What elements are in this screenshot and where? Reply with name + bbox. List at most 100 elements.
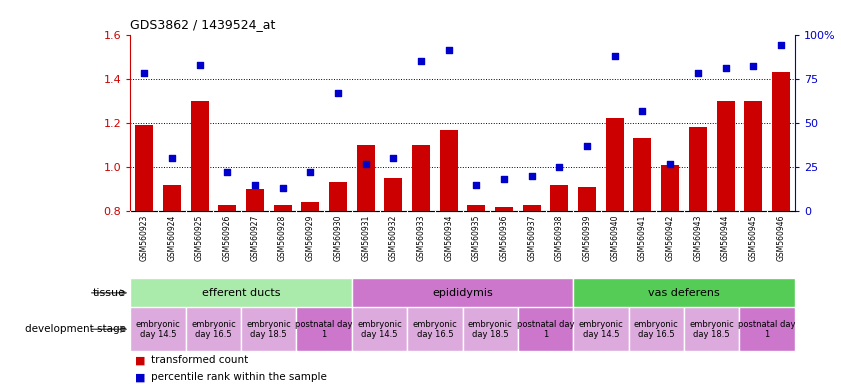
Text: tissue: tissue xyxy=(93,288,126,298)
Point xyxy=(469,182,483,188)
Text: GSM560927: GSM560927 xyxy=(251,215,259,261)
Point xyxy=(719,65,733,71)
Text: percentile rank within the sample: percentile rank within the sample xyxy=(151,372,327,382)
Text: embryonic
day 14.5: embryonic day 14.5 xyxy=(357,319,402,339)
Bar xyxy=(135,125,153,211)
Text: GSM560946: GSM560946 xyxy=(776,215,785,261)
Bar xyxy=(352,278,574,307)
Bar xyxy=(241,307,296,351)
Bar xyxy=(468,205,485,211)
Bar xyxy=(440,129,458,211)
Point xyxy=(359,161,373,167)
Text: ■: ■ xyxy=(135,355,145,365)
Text: GSM560943: GSM560943 xyxy=(693,215,702,261)
Bar xyxy=(273,205,292,211)
Bar xyxy=(523,205,541,211)
Bar xyxy=(246,189,264,211)
Text: embryonic
day 18.5: embryonic day 18.5 xyxy=(246,319,291,339)
Bar xyxy=(163,185,181,211)
Text: GSM560945: GSM560945 xyxy=(748,215,758,261)
Text: embryonic
day 18.5: embryonic day 18.5 xyxy=(468,319,513,339)
Text: GSM560937: GSM560937 xyxy=(527,215,537,261)
Point xyxy=(553,164,566,170)
Point xyxy=(442,47,456,53)
Bar xyxy=(301,202,320,211)
Point xyxy=(387,155,400,161)
Point xyxy=(304,169,317,175)
Point xyxy=(525,173,538,179)
Point xyxy=(165,155,178,161)
Bar xyxy=(296,307,352,351)
Bar xyxy=(186,307,241,351)
Text: embryonic
day 14.5: embryonic day 14.5 xyxy=(135,319,181,339)
Bar xyxy=(463,307,518,351)
Point xyxy=(193,61,206,68)
Text: embryonic
day 16.5: embryonic day 16.5 xyxy=(634,319,679,339)
Bar xyxy=(661,165,680,211)
Text: GSM560931: GSM560931 xyxy=(361,215,370,261)
Bar xyxy=(191,101,209,211)
Text: GSM560923: GSM560923 xyxy=(140,215,149,261)
Bar xyxy=(357,145,374,211)
Text: GSM560936: GSM560936 xyxy=(500,215,509,261)
Text: postnatal day
1: postnatal day 1 xyxy=(295,319,353,339)
Text: GSM560940: GSM560940 xyxy=(611,215,619,261)
Text: postnatal day
1: postnatal day 1 xyxy=(738,319,796,339)
Text: GSM560932: GSM560932 xyxy=(389,215,398,261)
Bar xyxy=(684,307,739,351)
Bar xyxy=(130,307,186,351)
Point xyxy=(747,63,760,70)
Text: embryonic
day 16.5: embryonic day 16.5 xyxy=(191,319,235,339)
Bar xyxy=(130,278,352,307)
Point xyxy=(497,176,510,182)
Point xyxy=(137,70,151,76)
Bar xyxy=(606,119,624,211)
Text: GSM560941: GSM560941 xyxy=(638,215,647,261)
Point xyxy=(636,108,649,114)
Bar xyxy=(574,307,628,351)
Text: vas deferens: vas deferens xyxy=(648,288,720,298)
Point xyxy=(608,53,621,59)
Text: GSM560930: GSM560930 xyxy=(334,215,342,261)
Text: GSM560924: GSM560924 xyxy=(167,215,177,261)
Text: GSM560942: GSM560942 xyxy=(666,215,674,261)
Text: GSM560934: GSM560934 xyxy=(444,215,453,261)
Bar xyxy=(495,207,513,211)
Text: efferent ducts: efferent ducts xyxy=(202,288,280,298)
Bar xyxy=(628,307,684,351)
Text: GSM560929: GSM560929 xyxy=(306,215,315,261)
Bar xyxy=(407,307,463,351)
Bar xyxy=(219,205,236,211)
Text: ■: ■ xyxy=(135,372,145,382)
Bar xyxy=(578,187,596,211)
Bar xyxy=(551,185,569,211)
Bar xyxy=(739,307,795,351)
Bar xyxy=(574,278,795,307)
Point xyxy=(580,143,594,149)
Text: postnatal day
1: postnatal day 1 xyxy=(517,319,574,339)
Text: embryonic
day 16.5: embryonic day 16.5 xyxy=(412,319,458,339)
Bar xyxy=(329,182,347,211)
Bar xyxy=(689,127,706,211)
Bar xyxy=(384,178,402,211)
Point xyxy=(276,185,289,191)
Point xyxy=(248,182,262,188)
Text: GSM560925: GSM560925 xyxy=(195,215,204,261)
Bar xyxy=(412,145,430,211)
Bar xyxy=(744,101,762,211)
Text: GSM560928: GSM560928 xyxy=(278,215,287,261)
Bar xyxy=(633,138,652,211)
Text: GSM560926: GSM560926 xyxy=(223,215,232,261)
Text: transformed count: transformed count xyxy=(151,355,249,365)
Bar xyxy=(518,307,574,351)
Text: GSM560939: GSM560939 xyxy=(583,215,591,261)
Bar xyxy=(772,72,790,211)
Text: GSM560933: GSM560933 xyxy=(416,215,426,261)
Text: GSM560935: GSM560935 xyxy=(472,215,481,261)
Text: epididymis: epididymis xyxy=(432,288,493,298)
Point xyxy=(331,90,345,96)
Bar xyxy=(717,101,734,211)
Bar xyxy=(352,307,407,351)
Text: embryonic
day 14.5: embryonic day 14.5 xyxy=(579,319,623,339)
Point xyxy=(664,161,677,167)
